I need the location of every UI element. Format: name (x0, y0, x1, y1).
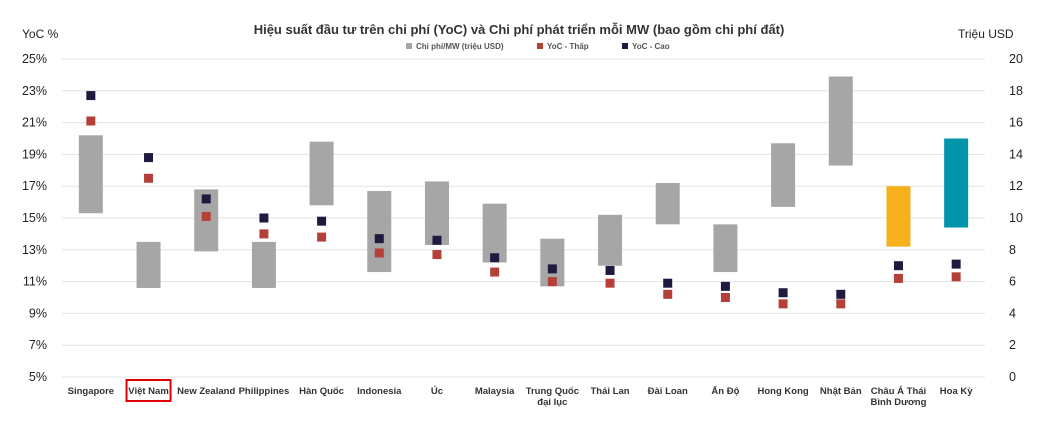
right-tick-label: 6 (1009, 275, 1016, 289)
yoc-high-marker (374, 234, 384, 244)
yoc-low-marker (86, 116, 96, 126)
left-tick-label: 13% (22, 243, 47, 257)
category-label: Hàn Quốc (299, 386, 344, 397)
category-label: Malaysia (475, 386, 515, 397)
yoc-high-marker (778, 288, 788, 298)
cost-range-bar (828, 76, 853, 166)
cost-range-bar (251, 241, 276, 288)
cost-range-bar (886, 186, 911, 247)
right-tick-label: 2 (1009, 338, 1016, 352)
yoc-low-marker (778, 299, 788, 309)
left-tick-label: 19% (22, 147, 47, 161)
right-tick-label: 8 (1009, 243, 1016, 257)
legend-label: Chi phí/MW (triệu USD) (416, 42, 504, 51)
highlight-box (125, 379, 172, 402)
yoc-low-marker (663, 289, 673, 299)
left-axis-label: YoC % (22, 27, 59, 41)
cost-range-bar (598, 214, 623, 266)
cost-range-bar (424, 181, 449, 246)
legend-swatch (406, 43, 412, 49)
category-label: Trung Quốc đại lục (526, 386, 579, 408)
cost-range-bar (309, 141, 334, 206)
yoc-low-marker (720, 293, 730, 302)
category-label: Hoa Kỳ (940, 386, 973, 397)
legend-swatch (622, 43, 628, 49)
yoc-high-marker (432, 235, 442, 245)
legend-swatch (537, 43, 543, 49)
yoc-high-marker (663, 278, 673, 288)
legend-label: YoC - Cao (632, 42, 670, 51)
category-label: Nhật Bản (820, 386, 862, 397)
category-label: Hong Kong (758, 386, 809, 397)
cost-range-bar (944, 138, 969, 228)
cost-range-bar (136, 241, 161, 288)
yoc-low-marker (201, 211, 211, 221)
chart-title: Hiệu suất đầu tư trên chi phí (YoC) và C… (254, 22, 785, 37)
right-tick-label: 20 (1009, 52, 1023, 66)
yoc-low-marker (374, 248, 384, 258)
yoc-high-marker (259, 213, 269, 223)
category-label: Philippines (239, 386, 290, 397)
right-tick-label: 16 (1009, 116, 1023, 130)
yoc-high-marker (144, 153, 154, 163)
yoc-high-marker (951, 259, 961, 269)
left-tick-label: 7% (29, 338, 47, 352)
right-tick-label: 4 (1009, 306, 1016, 320)
yoc-high-marker (720, 281, 730, 291)
yoc-high-marker (836, 289, 846, 299)
cost-range-bar (655, 183, 680, 225)
yoc-low-marker (836, 299, 846, 309)
legend-label: YoC - Thấp (547, 42, 589, 51)
category-label: Úc (431, 385, 443, 397)
right-tick-label: 10 (1009, 211, 1023, 225)
category-label: Indonesia (357, 386, 402, 397)
yoc-high-marker (547, 264, 557, 274)
yoc-low-marker (432, 250, 442, 260)
yoc-high-marker (201, 194, 211, 204)
right-tick-label: 0 (1009, 370, 1016, 384)
yoc-high-marker (86, 91, 96, 101)
category-label: Thái Lan (591, 386, 630, 397)
yoc-high-marker (317, 216, 327, 226)
category-label: Đài Loan (648, 386, 688, 397)
left-tick-label: 5% (29, 370, 47, 384)
left-tick-label: 25% (22, 52, 47, 66)
left-tick-label: 17% (22, 179, 47, 193)
category-label: Việt Nam (128, 386, 168, 397)
right-tick-label: 14 (1009, 147, 1023, 161)
right-tick-label: 18 (1009, 84, 1023, 98)
yoc-low-marker (951, 272, 961, 282)
yoc-high-marker (605, 265, 615, 275)
category-label: Singapore (68, 386, 114, 397)
yoc-low-marker (547, 277, 557, 287)
cost-range-bar (713, 224, 738, 273)
cost-range-bar (78, 135, 103, 214)
cost-range-bar (367, 190, 392, 273)
yoc-high-marker (893, 261, 903, 271)
cost-range-bar (482, 203, 507, 263)
yoc-low-marker (144, 173, 154, 183)
yoc-low-marker (893, 273, 903, 283)
yoc-high-marker (490, 253, 500, 263)
yoc-low-marker (605, 278, 615, 288)
category-label: Châu Á Thái Bình Dương (871, 386, 927, 408)
left-tick-label: 21% (22, 116, 47, 130)
category-label: Ấn Độ (711, 386, 739, 397)
left-tick-label: 15% (22, 211, 47, 225)
left-tick-label: 9% (29, 306, 47, 320)
yoc-low-marker (259, 229, 269, 239)
left-tick-label: 23% (22, 84, 47, 98)
category-label: New Zealand (177, 386, 235, 397)
yoc-low-marker (317, 232, 327, 242)
cost-range-bar (771, 143, 796, 207)
yoc-low-marker (490, 267, 500, 277)
right-tick-label: 12 (1009, 179, 1023, 193)
right-axis-label: Triệu USD (958, 27, 1014, 41)
left-tick-label: 11% (23, 275, 47, 289)
